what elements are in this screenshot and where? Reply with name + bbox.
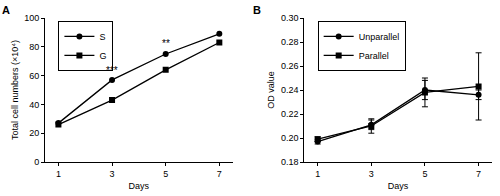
svg-text:0: 0 bbox=[34, 157, 39, 167]
svg-text:0.20: 0.20 bbox=[281, 133, 299, 143]
svg-text:0.18: 0.18 bbox=[281, 157, 299, 167]
svg-text:Days: Days bbox=[129, 181, 150, 191]
svg-text:B: B bbox=[253, 4, 261, 16]
svg-text:7: 7 bbox=[476, 169, 481, 179]
svg-text:G: G bbox=[99, 51, 106, 61]
svg-text:80: 80 bbox=[29, 42, 39, 52]
svg-text:40: 40 bbox=[29, 100, 39, 110]
svg-text:3: 3 bbox=[369, 169, 374, 179]
svg-text:20: 20 bbox=[29, 128, 39, 138]
svg-text:A: A bbox=[2, 4, 10, 16]
svg-text:0.28: 0.28 bbox=[281, 37, 299, 47]
svg-text:Days: Days bbox=[388, 181, 409, 191]
svg-text:0.30: 0.30 bbox=[281, 13, 299, 23]
svg-text:7: 7 bbox=[217, 169, 222, 179]
svg-text:0.22: 0.22 bbox=[281, 109, 299, 119]
svg-text:0.24: 0.24 bbox=[281, 85, 299, 95]
svg-text:OD value: OD value bbox=[266, 71, 276, 109]
svg-text:Unparallel: Unparallel bbox=[359, 32, 400, 42]
svg-text:5: 5 bbox=[422, 169, 427, 179]
svg-text:1: 1 bbox=[56, 169, 61, 179]
svg-text:Parallel: Parallel bbox=[359, 51, 389, 61]
svg-text:0.26: 0.26 bbox=[281, 61, 299, 71]
svg-text:60: 60 bbox=[29, 71, 39, 81]
svg-text:3: 3 bbox=[110, 169, 115, 179]
svg-text:1: 1 bbox=[315, 169, 320, 179]
svg-text:100: 100 bbox=[24, 13, 39, 23]
svg-text:5: 5 bbox=[163, 169, 168, 179]
svg-text:**: ** bbox=[162, 38, 170, 49]
svg-text:S: S bbox=[99, 32, 105, 42]
svg-text:Total cell numbers (×10⁴): Total cell numbers (×10⁴) bbox=[10, 40, 20, 140]
svg-text:***: *** bbox=[106, 65, 118, 76]
